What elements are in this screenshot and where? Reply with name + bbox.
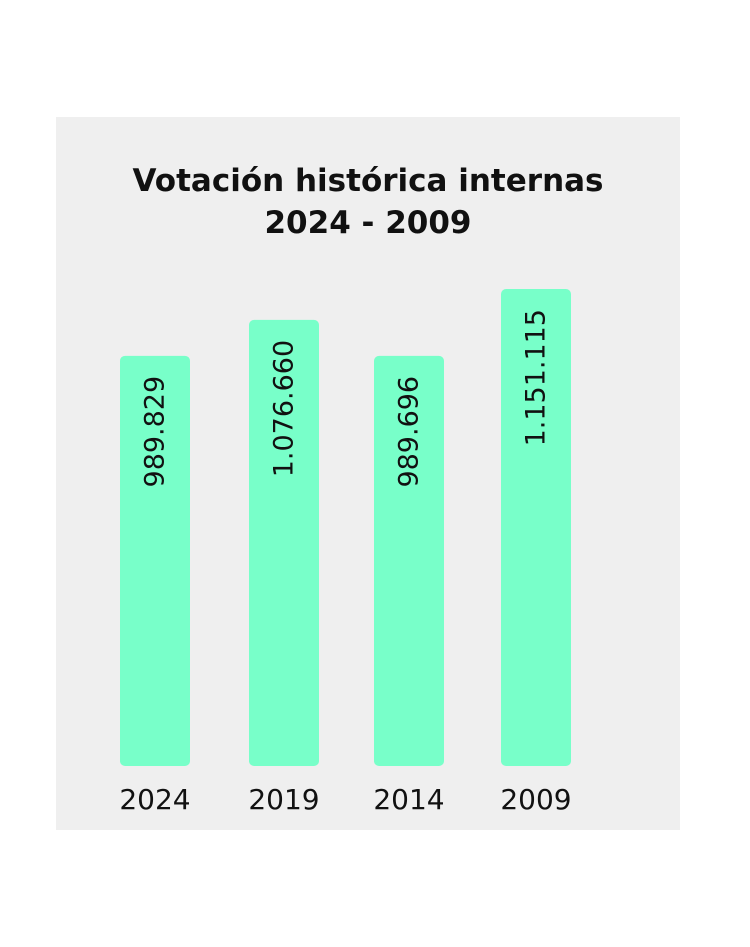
chart-title: Votación histórica internas 2024 - 2009 xyxy=(56,160,680,244)
data-label: 1.076.660 xyxy=(269,340,300,477)
title-line: Votación histórica internas xyxy=(132,163,604,199)
subtitle-line: 2024 - 2009 xyxy=(264,205,472,241)
data-label: 989.696 xyxy=(394,376,425,488)
data-label: 1.151.115 xyxy=(521,309,552,446)
x-tick-label: 2009 xyxy=(500,783,571,816)
x-tick-label: 2014 xyxy=(373,783,444,816)
bar-2009 xyxy=(501,289,571,766)
x-tick-label: 2024 xyxy=(119,783,190,816)
bar-2019 xyxy=(249,319,319,766)
bar-2014 xyxy=(374,355,444,766)
data-label: 989.829 xyxy=(140,376,171,488)
bar-2024 xyxy=(120,355,190,766)
x-tick-label: 2019 xyxy=(248,783,319,816)
